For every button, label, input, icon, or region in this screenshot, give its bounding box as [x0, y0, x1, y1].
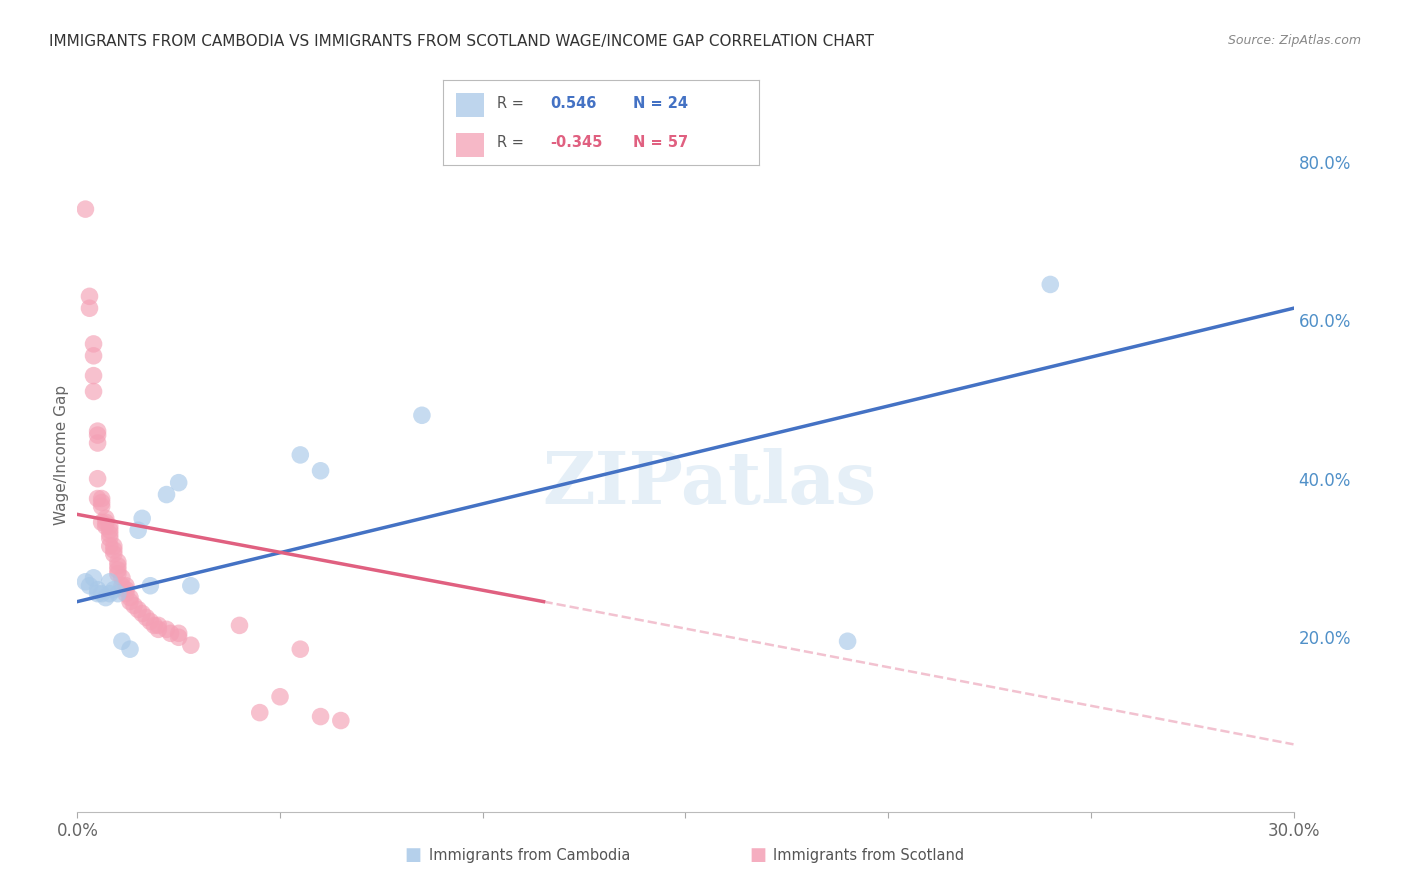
- Point: [98, 574, 121, 589]
- Point: [290, 642, 312, 657]
- Text: Immigrants from Scotland: Immigrants from Scotland: [773, 848, 965, 863]
- Point: [411, 409, 433, 423]
- Text: -0.345: -0.345: [550, 135, 603, 150]
- Point: [94, 516, 117, 530]
- Point: [127, 602, 149, 616]
- Point: [148, 623, 170, 637]
- Point: [94, 511, 117, 525]
- Point: [118, 591, 141, 605]
- Point: [115, 579, 138, 593]
- Point: [135, 610, 157, 624]
- Point: [290, 448, 312, 462]
- Text: Immigrants from Cambodia: Immigrants from Cambodia: [429, 848, 630, 863]
- Point: [75, 202, 97, 216]
- Point: [86, 436, 108, 450]
- Point: [159, 626, 181, 640]
- Text: N = 57: N = 57: [633, 135, 688, 150]
- Point: [127, 523, 149, 537]
- Point: [103, 582, 125, 597]
- Point: [167, 630, 190, 644]
- Point: [83, 349, 105, 363]
- Point: [90, 500, 112, 514]
- Bar: [456, 93, 484, 117]
- Y-axis label: Wage/Income Gap: Wage/Income Gap: [53, 384, 69, 525]
- Point: [148, 618, 170, 632]
- Point: [139, 579, 162, 593]
- Point: [98, 519, 121, 533]
- Point: [90, 491, 112, 506]
- Point: [249, 706, 271, 720]
- Point: [118, 594, 141, 608]
- Point: [98, 587, 121, 601]
- Point: [90, 516, 112, 530]
- Point: [107, 566, 129, 581]
- Point: [103, 539, 125, 553]
- Point: [111, 579, 134, 593]
- Point: [122, 599, 145, 613]
- Point: [228, 618, 250, 632]
- Point: [98, 523, 121, 537]
- Point: [111, 571, 134, 585]
- Text: ■: ■: [749, 847, 766, 864]
- Point: [180, 638, 202, 652]
- Point: [94, 591, 117, 605]
- Point: [79, 579, 101, 593]
- Point: [167, 626, 190, 640]
- Point: [118, 642, 141, 657]
- Point: [83, 384, 105, 399]
- Point: [86, 424, 108, 438]
- Point: [83, 571, 105, 585]
- Point: [75, 574, 97, 589]
- Point: [143, 618, 166, 632]
- Text: Source: ZipAtlas.com: Source: ZipAtlas.com: [1227, 34, 1361, 47]
- Point: [98, 531, 121, 545]
- Point: [107, 587, 129, 601]
- Point: [139, 615, 162, 629]
- Point: [90, 587, 112, 601]
- Text: 0.546: 0.546: [550, 95, 596, 111]
- Point: [329, 714, 352, 728]
- Bar: [456, 133, 484, 157]
- Text: R =: R =: [496, 95, 523, 111]
- Point: [86, 582, 108, 597]
- Point: [131, 607, 153, 621]
- Point: [79, 301, 101, 316]
- Point: [107, 563, 129, 577]
- Point: [103, 547, 125, 561]
- Point: [131, 511, 153, 525]
- Point: [115, 587, 138, 601]
- Point: [837, 634, 859, 648]
- Point: [269, 690, 291, 704]
- Point: [83, 337, 105, 351]
- Point: [107, 555, 129, 569]
- Point: [115, 582, 138, 597]
- Point: [98, 539, 121, 553]
- Point: [86, 587, 108, 601]
- Point: [86, 428, 108, 442]
- Point: [107, 558, 129, 573]
- Point: [90, 495, 112, 509]
- Point: [309, 709, 332, 723]
- Text: N = 24: N = 24: [633, 95, 688, 111]
- Point: [111, 634, 134, 648]
- Point: [98, 527, 121, 541]
- Text: IMMIGRANTS FROM CAMBODIA VS IMMIGRANTS FROM SCOTLAND WAGE/INCOME GAP CORRELATION: IMMIGRANTS FROM CAMBODIA VS IMMIGRANTS F…: [49, 34, 875, 49]
- Point: [103, 543, 125, 558]
- Text: ZIPatlas: ZIPatlas: [543, 448, 877, 519]
- Point: [86, 472, 108, 486]
- Point: [155, 623, 177, 637]
- Point: [83, 368, 105, 383]
- Point: [1039, 277, 1062, 292]
- Point: [155, 487, 177, 501]
- Text: R =: R =: [496, 135, 523, 150]
- Text: ■: ■: [405, 847, 422, 864]
- Point: [180, 579, 202, 593]
- Point: [167, 475, 190, 490]
- Point: [309, 464, 332, 478]
- Point: [79, 289, 101, 303]
- Point: [86, 491, 108, 506]
- Point: [94, 519, 117, 533]
